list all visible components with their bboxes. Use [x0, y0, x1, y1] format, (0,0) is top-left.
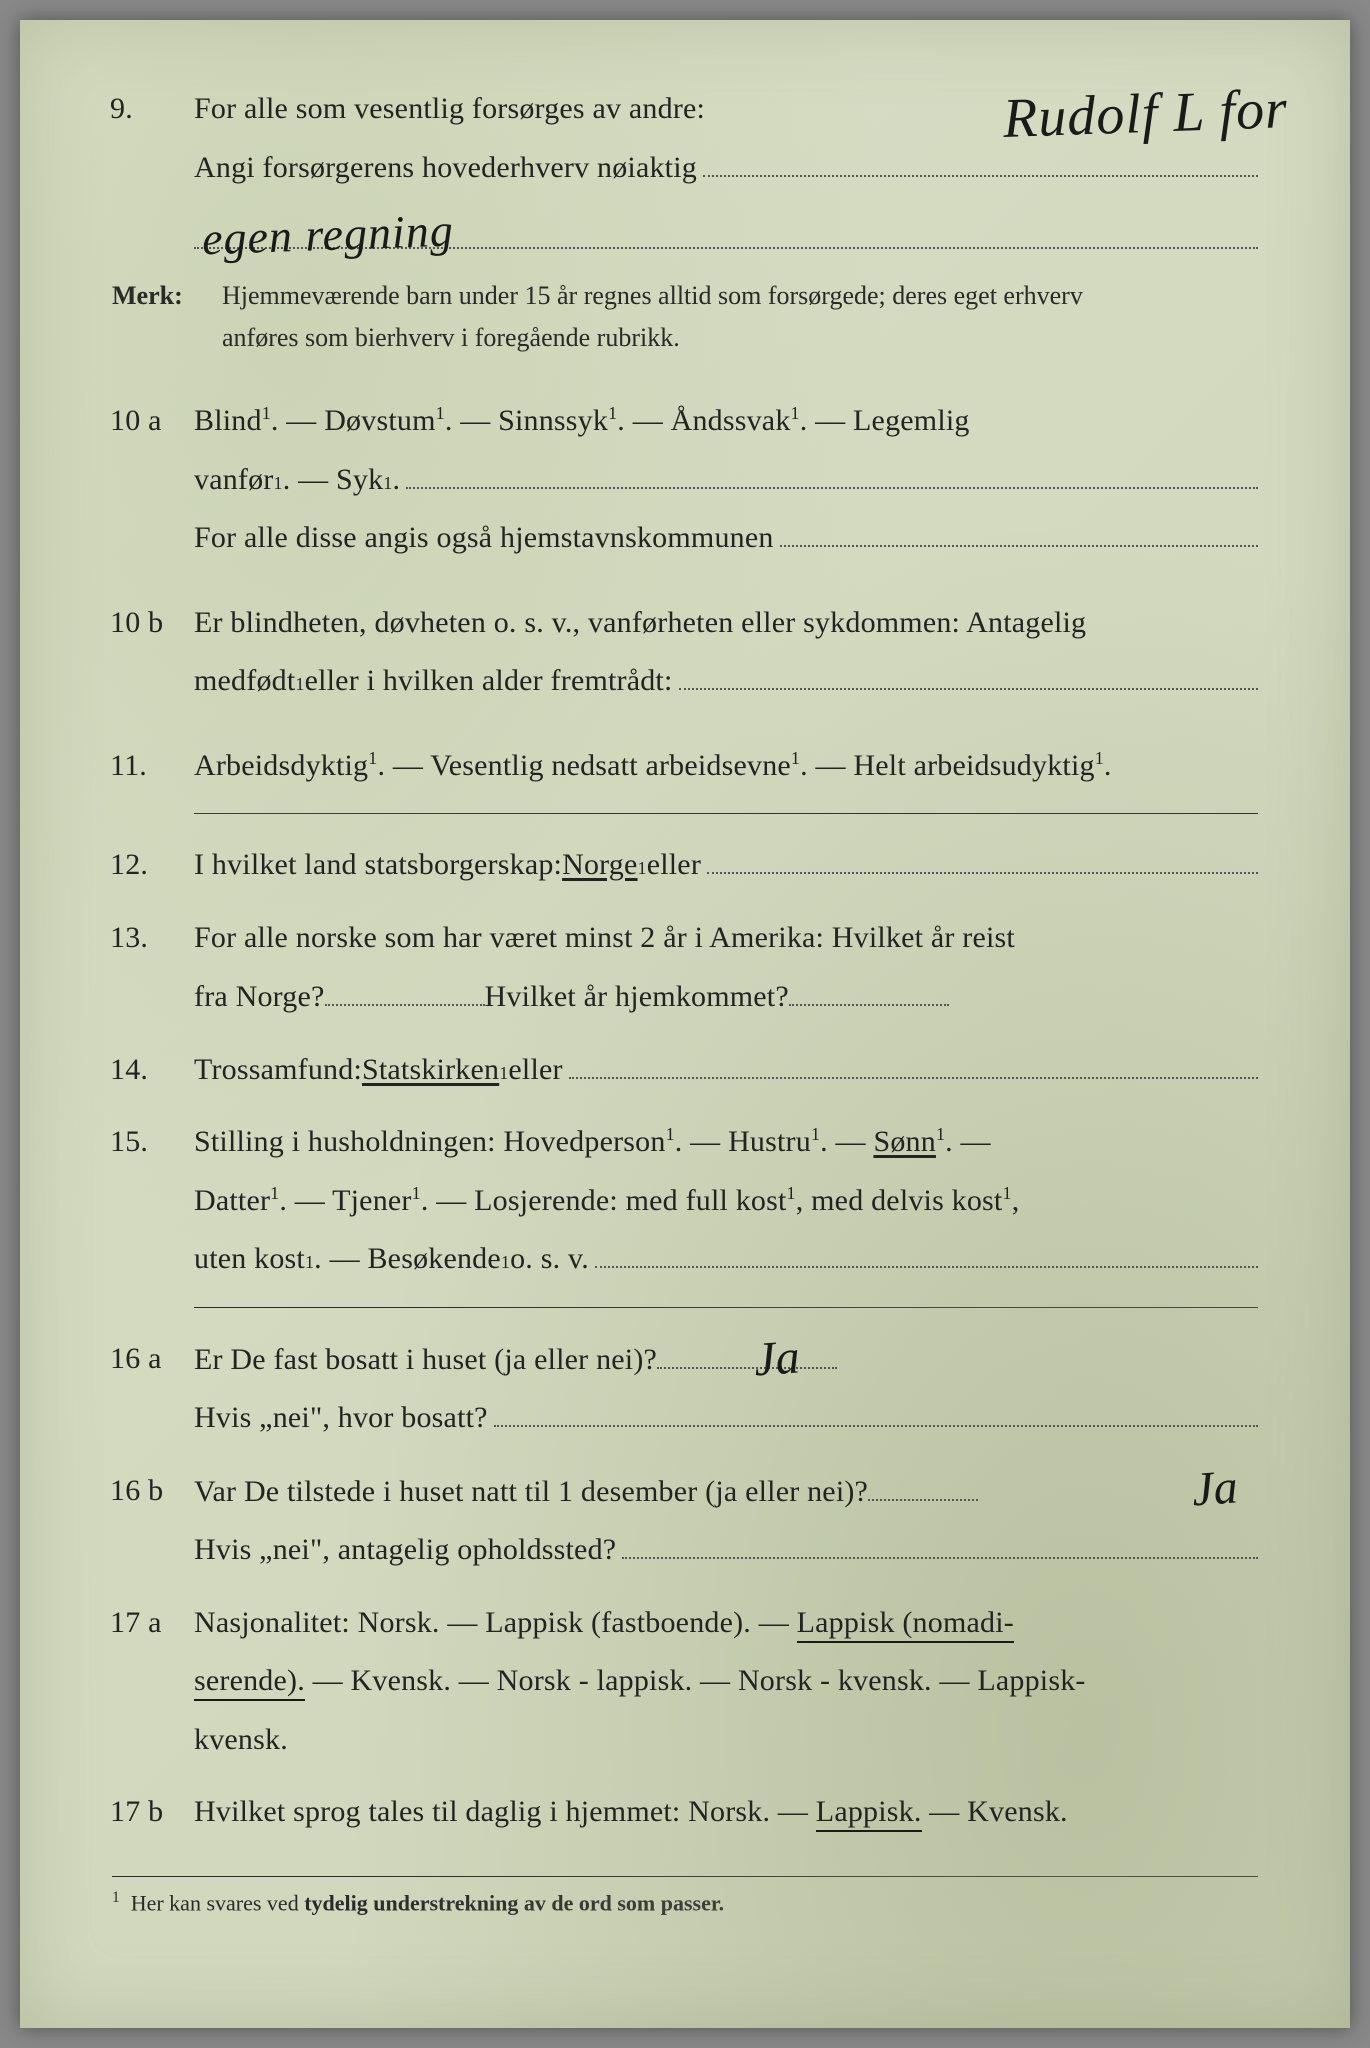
question-9: 9. For alle som vesentlig forsørges av a…: [112, 80, 1258, 249]
q10a-line3-wrap: For alle disse angis også hjemstavnskomm…: [194, 509, 1258, 568]
q9-fill-line-2: [194, 197, 1258, 249]
q16b-number: 16 b: [110, 1462, 163, 1521]
q16a-number: 16 a: [110, 1330, 162, 1389]
q17a-line3: kvensk.: [194, 1711, 1258, 1770]
q13-line1: For alle norske som har været minst 2 år…: [194, 909, 1258, 968]
q10a-number: 10 a: [110, 392, 162, 451]
q10a-line3: For alle disse angis også hjemstavnskomm…: [194, 509, 774, 568]
q16b-fill2: [622, 1526, 1258, 1559]
q10a-fill2: [780, 514, 1258, 547]
q13-number: 13.: [110, 909, 148, 968]
q15-line1: Stilling i husholdningen: Hovedperson1. …: [194, 1113, 1258, 1172]
q17a-number: 17 a: [110, 1594, 162, 1653]
question-10a: 10 a Blind1. — Døvstum1. — Sinnssyk1. — …: [112, 392, 1258, 568]
q16a-fill2: [494, 1394, 1258, 1427]
q14-statskirken: Statskirken: [362, 1041, 499, 1100]
q11-number: 11.: [110, 737, 147, 796]
q10a-line2: vanfør1. — Syk1.: [194, 451, 1258, 510]
q12-number: 12.: [110, 836, 148, 895]
q13-fill1: [325, 967, 485, 1006]
question-13: 13. For alle norske som har været minst …: [112, 909, 1258, 1027]
q17a-line1: Nasjonalitet: Norsk. — Lappisk (fastboen…: [194, 1594, 1258, 1653]
q10b-line1: Er blindheten, døvheten o. s. v., vanfør…: [194, 594, 1258, 653]
handwriting-ja-16a: Ja: [751, 1310, 803, 1407]
q10b-fill: [679, 657, 1258, 690]
q12-norge: Norge: [562, 836, 637, 895]
document-page: 9. For alle som vesentlig forsørges av a…: [20, 20, 1350, 2028]
q17a-line2: serende). — Kvensk. — Norsk - lappisk. —…: [194, 1652, 1258, 1711]
q14-number: 14.: [110, 1041, 148, 1100]
footnote: 1 Her kan svares ved tydelig understrekn…: [112, 1876, 1258, 1916]
q15-number: 15.: [110, 1113, 148, 1172]
q15-line3: uten kost1. — Besøkende1 o. s. v.: [194, 1230, 1258, 1289]
q15-line2: Datter1. — Tjener1. — Losjerende: med fu…: [194, 1172, 1258, 1231]
question-16a: 16 a Er De fast bosatt i huset (ja eller…: [112, 1330, 1258, 1448]
question-10b: 10 b Er blindheten, døvheten o. s. v., v…: [112, 594, 1258, 711]
merk-label: Merk:: [112, 275, 183, 317]
question-16b: 16 b Var De tilstede i huset natt til 1 …: [112, 1462, 1258, 1580]
q10b-number: 10 b: [110, 594, 163, 653]
divider-1: [194, 813, 1258, 814]
question-17b: 17 b Hvilket sprog tales til daglig i hj…: [112, 1783, 1258, 1842]
divider-2: [194, 1307, 1258, 1308]
q10a-fill: [406, 456, 1258, 489]
question-17a: 17 a Nasjonalitet: Norsk. — Lappisk (fas…: [112, 1594, 1258, 1770]
q9-line2-label: Angi forsørgerens hovederhverv nøiaktig: [194, 139, 697, 198]
merk-note: Merk: Hjemmeværende barn under 15 år reg…: [112, 275, 1258, 358]
merk-text2: anføres som bierhverv i foregående rubri…: [222, 317, 1258, 359]
q17b-number: 17 b: [110, 1783, 163, 1842]
q16a-fill1: [657, 1330, 837, 1369]
question-11: 11. Arbeidsdyktig1. — Vesentlig nedsatt …: [112, 737, 1258, 796]
question-14: 14. Trossamfund: Statskirken1 eller: [112, 1041, 1258, 1100]
merk-text1: Hjemmeværende barn under 15 år regnes al…: [222, 275, 1258, 317]
q9-line1: For alle som vesentlig forsørges av andr…: [194, 80, 1258, 139]
handwriting-ja-16b: Ja: [1189, 1440, 1241, 1537]
q15-fill: [595, 1235, 1258, 1268]
q9-number: 9.: [110, 80, 133, 139]
q16b-fill1: [868, 1462, 978, 1501]
q12-fill: [707, 841, 1258, 874]
q10a-line1: Blind1. — Døvstum1. — Sinnssyk1. — Åndss…: [194, 392, 1258, 451]
q14-fill: [569, 1046, 1258, 1079]
q9-fill-line: [703, 144, 1258, 177]
question-12: 12. I hvilket land statsborgerskap: Norg…: [112, 836, 1258, 895]
question-15: 15. Stilling i husholdningen: Hovedperso…: [112, 1113, 1258, 1289]
q13-fill2: [789, 967, 949, 1006]
